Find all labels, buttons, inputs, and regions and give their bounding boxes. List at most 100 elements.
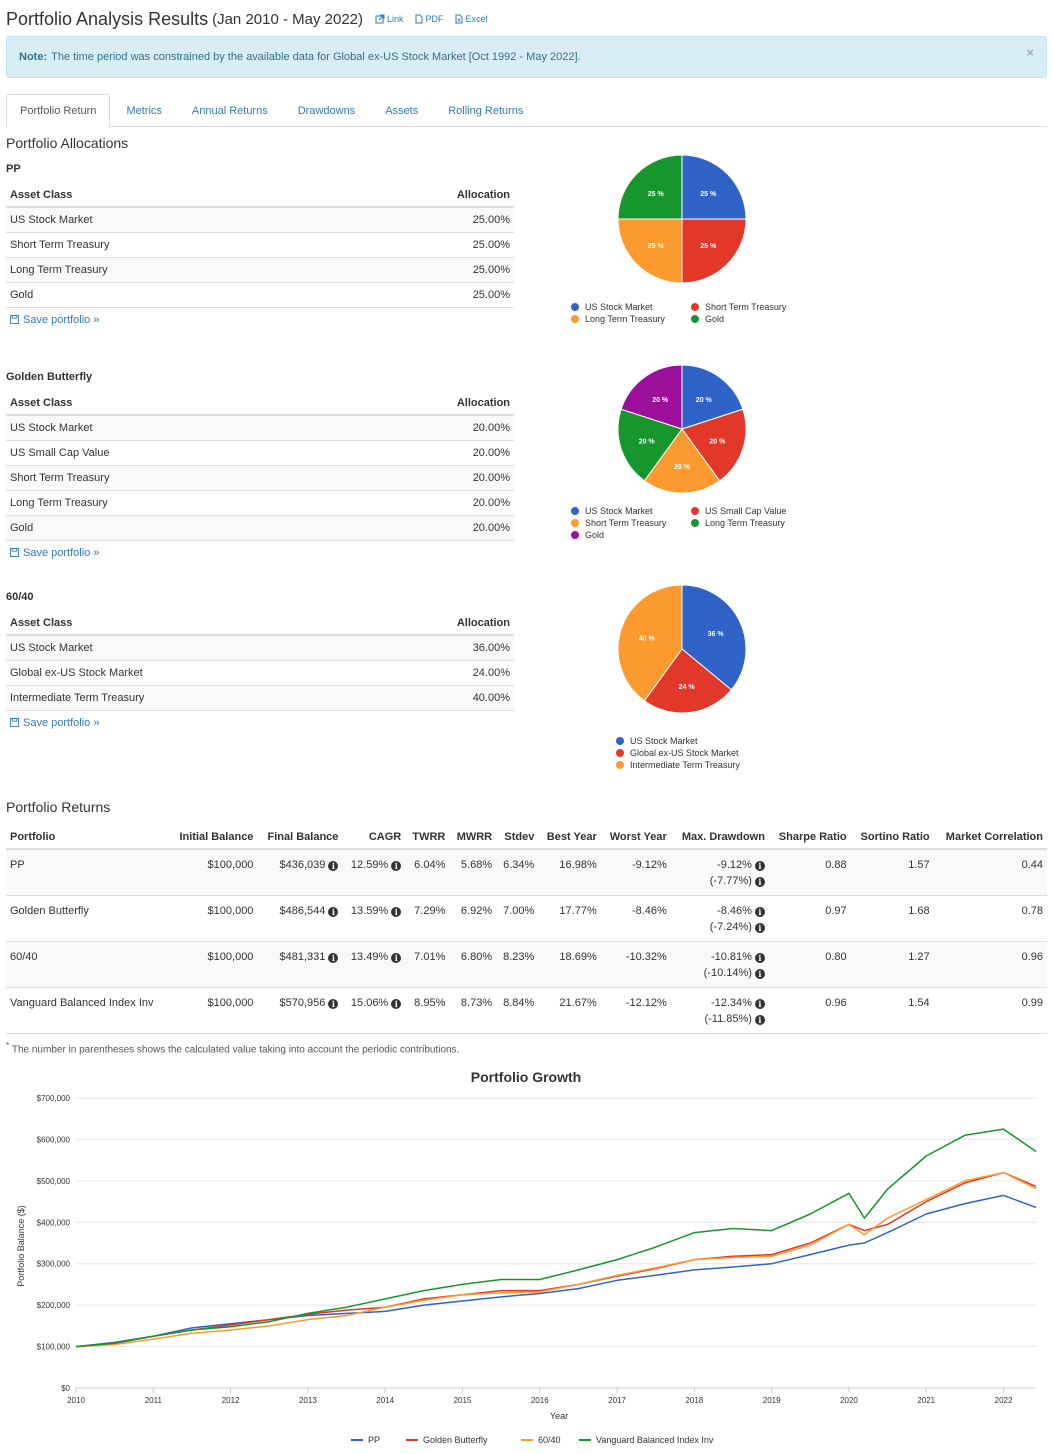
tab-metrics[interactable]: Metrics: [126, 105, 162, 117]
growth-chart-svg: Portfolio Growth Year Portfolio Balance …: [16, 1069, 1037, 1445]
info-icon[interactable]: i: [754, 953, 765, 963]
info-icon[interactable]: i: [391, 861, 402, 871]
info-icon[interactable]: i: [391, 999, 402, 1009]
footnote-mark: *: [6, 1040, 10, 1050]
cagr-value: 15.06%: [350, 997, 389, 1009]
legend-label: US Stock Market: [585, 302, 653, 312]
table-row: Vanguard Balanced Index Inv $100,000 $57…: [6, 987, 1047, 1034]
tab-annual-returns[interactable]: Annual Returns: [191, 105, 268, 117]
col-portfolio: Portfolio: [6, 825, 170, 850]
info-icon[interactable]: i: [754, 999, 765, 1009]
info-icon[interactable]: i: [754, 1015, 765, 1025]
final-cell: $570,956 i: [257, 987, 343, 1034]
info-icon[interactable]: i: [328, 861, 339, 871]
series-line: [75, 1171, 1037, 1348]
legend-label: Long Term Treasury: [705, 518, 785, 528]
info-icon[interactable]: i: [754, 907, 765, 917]
x-tick-label: 2018: [685, 1396, 703, 1405]
pdf-export-link[interactable]: PDF: [414, 14, 444, 24]
initial-cell: $100,000: [169, 895, 258, 942]
y-axis-label: Portfolio Balance ($): [16, 1205, 26, 1287]
info-icon[interactable]: i: [754, 969, 765, 979]
pie-slice: [643, 428, 721, 494]
tab-rolling-returns[interactable]: Rolling Returns: [448, 105, 524, 117]
info-icon[interactable]: i: [391, 953, 402, 963]
allocation-cell: 20.00%: [329, 490, 514, 516]
allocation-cell: 40.00%: [361, 685, 514, 711]
y-tick-label: $400,000: [37, 1218, 71, 1227]
excel-export-link[interactable]: Excel: [454, 14, 488, 24]
asset-cell: Gold: [6, 515, 330, 541]
legend-label: US Small Cap Value: [705, 506, 787, 516]
legend-item: Short Term Treasury: [691, 302, 811, 312]
cagr-cell: 12.59% i: [342, 849, 406, 896]
allocation-pie-60-40: 36 % 24 % 40 % US Stock Market Global ex-U…: [546, 579, 816, 770]
excel-export-label: Excel: [465, 14, 488, 24]
portfolio-name: PP: [6, 163, 21, 175]
pie-slice: [617, 584, 683, 702]
tab-drawdowns[interactable]: Drawdowns: [297, 105, 356, 117]
series-line: [75, 1128, 1037, 1348]
twrr-cell: 7.29%: [405, 895, 450, 942]
pie-slice-label: 25 %: [648, 243, 665, 250]
x-tick-label: 2021: [917, 1396, 935, 1405]
sortino-cell: 1.27: [850, 941, 934, 988]
excel-file-icon: [455, 14, 463, 24]
portfolio-cell: Golden Butterfly: [6, 895, 170, 942]
info-icon[interactable]: i: [391, 907, 402, 917]
table-row: Long Term Treasury 20.00%: [6, 490, 514, 516]
returns-footnote: * The number in parentheses shows the ca…: [6, 1040, 1047, 1055]
pie-chart: 36 % 24 % 40 %: [617, 584, 747, 714]
best-year-cell: 16.98%: [538, 849, 601, 896]
portfolio-growth-chart: Portfolio Growth Year Portfolio Balance …: [6, 1058, 1047, 1450]
correlation-cell: 0.78: [933, 895, 1047, 942]
legend-item: Gold: [571, 530, 691, 540]
info-icon[interactable]: i: [754, 861, 765, 871]
worst-year-cell: -9.12%: [600, 849, 671, 896]
initial-cell: $100,000: [169, 987, 258, 1034]
link-export-link[interactable]: Link: [375, 14, 404, 24]
tab-portfolio-return[interactable]: Portfolio Return: [6, 94, 111, 128]
info-icon[interactable]: i: [328, 953, 339, 963]
col-max-drawdown: Max. Drawdown: [670, 825, 769, 850]
initial-cell: $100,000: [169, 941, 258, 988]
col-worst-year: Worst Year: [600, 825, 671, 850]
legend-item: US Stock Market: [571, 506, 691, 516]
page-title: Portfolio Analysis Results: [6, 8, 209, 29]
final-value: $436,039: [279, 859, 326, 871]
save-portfolio-link[interactable]: Save portfolio »: [10, 547, 1047, 559]
table-row: Intermediate Term Treasury 40.00%: [6, 685, 514, 711]
info-icon[interactable]: i: [754, 923, 765, 933]
sharpe-cell: 0.80: [768, 941, 851, 988]
info-icon[interactable]: i: [328, 999, 339, 1009]
info-icon[interactable]: i: [328, 907, 339, 917]
pdf-export-label: PDF: [425, 14, 444, 24]
legend-label: Gold: [585, 530, 605, 540]
y-tick-label: $200,000: [37, 1301, 71, 1310]
table-row: Long Term Treasury 25.00%: [6, 257, 514, 283]
legend-label: 60/40: [538, 1435, 561, 1445]
pie-slice-label: 25 %: [648, 191, 665, 198]
save-portfolio-link[interactable]: Save portfolio »: [10, 717, 1047, 729]
portfolio-cell: 60/40: [6, 941, 170, 988]
asset-cell: Long Term Treasury: [6, 490, 330, 516]
tab-assets[interactable]: Assets: [385, 105, 419, 117]
asset-cell: Intermediate Term Treasury: [6, 685, 362, 711]
legend-dot: [691, 507, 699, 515]
legend-item: US Stock Market: [571, 302, 691, 312]
allocation-pie-golden-butterfly: 20 % 20 % 20 % 20 % 20 % US Stock Market US …: [546, 359, 816, 540]
save-portfolio-link[interactable]: Save portfolio »: [10, 314, 1047, 326]
allocation-cell: 20.00%: [329, 440, 514, 466]
portfolio-name: 60/40: [6, 591, 34, 603]
asset-cell: US Stock Market: [6, 415, 330, 441]
col-allocation: Allocation: [361, 611, 514, 636]
info-icon[interactable]: i: [754, 877, 765, 887]
close-icon[interactable]: ×: [1026, 45, 1034, 60]
allocation-table: Asset Class Allocation US Stock Market 36…: [6, 611, 514, 711]
allocation-table: Asset Class Allocation US Stock Market 25…: [6, 183, 514, 308]
cagr-value: 13.49%: [350, 951, 389, 963]
table-row: US Stock Market 36.00%: [6, 635, 514, 661]
pie-slice: [681, 218, 747, 284]
col-final-balance: Final Balance: [257, 825, 343, 850]
sharpe-cell: 0.97: [768, 895, 851, 942]
